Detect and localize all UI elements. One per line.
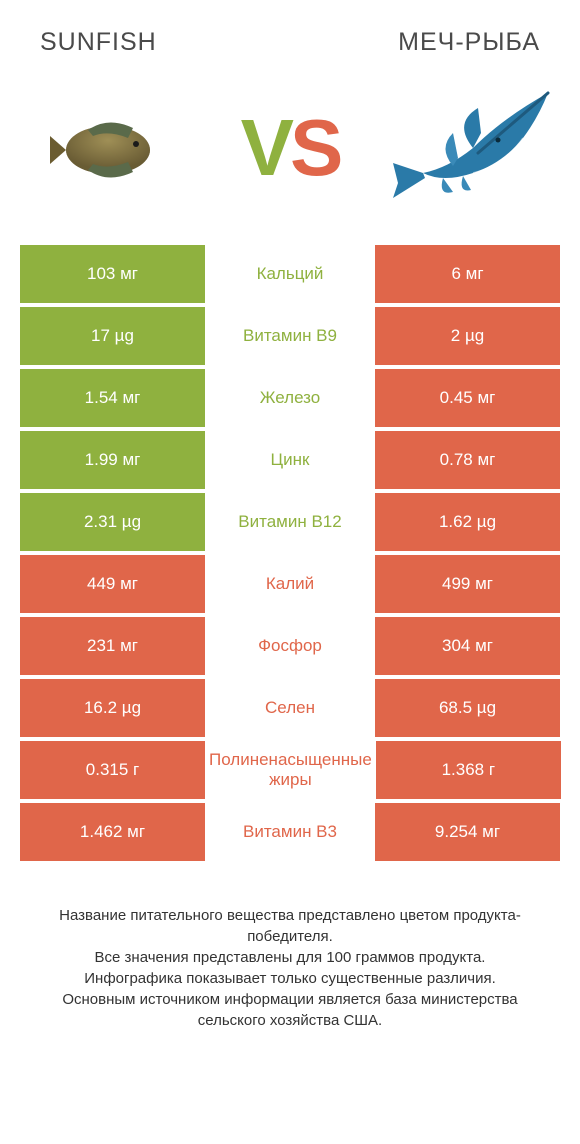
sunfish-icon — [48, 108, 178, 188]
footnote-line: Название питательного вещества представл… — [30, 905, 550, 947]
table-row: 2.31 µgВитамин B121.62 µg — [20, 493, 560, 551]
right-value: 304 мг — [375, 617, 560, 675]
table-row: 17 µgВитамин B92 µg — [20, 307, 560, 365]
left-value: 17 µg — [20, 307, 205, 365]
swordfish-image — [380, 73, 555, 223]
nutrient-label: Фосфор — [205, 617, 375, 675]
footnote: Название питательного вещества представл… — [0, 865, 580, 1031]
table-row: 1.54 мгЖелезо0.45 мг — [20, 369, 560, 427]
left-value: 1.99 мг — [20, 431, 205, 489]
right-value: 6 мг — [375, 245, 560, 303]
nutrient-label: Селен — [205, 679, 375, 737]
left-value: 2.31 µg — [20, 493, 205, 551]
right-product-title: МЕЧ-РЫБА — [398, 28, 540, 57]
right-value: 1.368 г — [376, 741, 561, 799]
table-row: 0.315 гПолиненасыщенные жиры1.368 г — [20, 741, 560, 799]
nutrient-label: Витамин B9 — [205, 307, 375, 365]
footnote-line: Инфографика показывает только существенн… — [30, 968, 550, 989]
right-value: 9.254 мг — [375, 803, 560, 861]
nutrient-label: Витамин B3 — [205, 803, 375, 861]
nutrient-label: Кальций — [205, 245, 375, 303]
nutrient-label: Полиненасыщенные жиры — [205, 741, 376, 799]
table-row: 16.2 µgСелен68.5 µg — [20, 679, 560, 737]
table-row: 1.462 мгВитамин B39.254 мг — [20, 803, 560, 861]
right-value: 499 мг — [375, 555, 560, 613]
right-value: 2 µg — [375, 307, 560, 365]
right-value: 0.45 мг — [375, 369, 560, 427]
comparison-table: 103 мгКальций6 мг17 µgВитамин B92 µg1.54… — [0, 245, 580, 861]
right-value: 68.5 µg — [375, 679, 560, 737]
nutrient-label: Цинк — [205, 431, 375, 489]
table-row: 449 мгКалий499 мг — [20, 555, 560, 613]
footnote-line: Основным источником информации является … — [30, 989, 550, 1031]
left-value: 231 мг — [20, 617, 205, 675]
left-value: 449 мг — [20, 555, 205, 613]
nutrient-label: Железо — [205, 369, 375, 427]
left-value: 16.2 µg — [20, 679, 205, 737]
swordfish-icon — [383, 78, 553, 218]
nutrient-label: Калий — [205, 555, 375, 613]
sunfish-image — [25, 73, 200, 223]
vs-v: V — [241, 103, 290, 192]
footnote-line: Все значения представлены для 100 граммо… — [30, 947, 550, 968]
left-value: 1.462 мг — [20, 803, 205, 861]
images-row: VS — [0, 65, 580, 245]
table-row: 231 мгФосфор304 мг — [20, 617, 560, 675]
table-row: 1.99 мгЦинк0.78 мг — [20, 431, 560, 489]
nutrient-label: Витамин B12 — [205, 493, 375, 551]
right-value: 1.62 µg — [375, 493, 560, 551]
left-product-title: SUNFISH — [40, 28, 157, 57]
left-value: 1.54 мг — [20, 369, 205, 427]
right-value: 0.78 мг — [375, 431, 560, 489]
left-value: 0.315 г — [20, 741, 205, 799]
left-value: 103 мг — [20, 245, 205, 303]
header: SUNFISH МЕЧ-РЫБА — [0, 0, 580, 65]
table-row: 103 мгКальций6 мг — [20, 245, 560, 303]
vs-label: VS — [241, 102, 340, 194]
vs-s: S — [290, 103, 339, 192]
